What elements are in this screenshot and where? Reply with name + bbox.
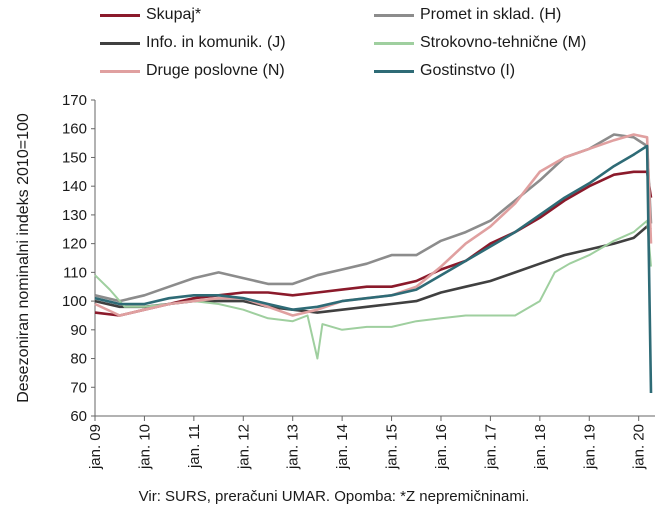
legend-swatch-druge [100,69,140,73]
legend: Skupaj* Promet in sklad. (H) Info. in ko… [0,0,668,90]
x-tick-label: jan. 09 [87,424,104,470]
y-axis-title: Desezoniran nominalni indeks 2010=100 [15,113,32,403]
x-tick-label: jan. 15 [384,424,401,470]
legend-label: Skupaj* [146,6,202,23]
legend-swatch-strokovno [374,41,414,45]
legend-item: Skupaj* [100,4,201,26]
y-tick-label: 80 [70,351,87,368]
legend-swatch-promet [374,13,414,17]
legend-label: Strokovno-tehnične (M) [420,34,587,51]
x-tick-label: jan. 13 [285,424,302,470]
legend-item: Druge poslovne (N) [100,60,285,82]
series-line-info [94,225,652,314]
source-note: Vir: SURS, preračuni UMAR. Opomba: *Z ne… [138,488,530,505]
y-tick-label: 120 [62,236,87,253]
x-tick-label: jan. 10 [136,424,153,470]
legend-label: Gostinstvo (I) [420,62,516,79]
x-tick-label: jan. 14 [334,424,351,470]
y-tick-label: 150 [62,149,87,166]
series-line-gostinstvo [94,144,653,394]
legend-swatch-gostinstvo [374,69,414,73]
x-tick-label: jan. 11 [186,424,203,469]
x-tick-label: jan. 19 [581,424,598,470]
series-line-strokovno [94,219,652,360]
y-tick-label: 160 [62,121,87,138]
legend-label: Druge poslovne (N) [146,62,285,79]
x-tick-label: jan. 12 [235,424,252,470]
series-line-promet [94,133,653,303]
y-tick-label: 70 [70,379,87,396]
legend-item: Gostinstvo (I) [374,60,515,82]
x-tick-label: jan. 16 [433,424,450,470]
y-tick-label: 110 [63,264,87,281]
y-tick-label: 100 [62,293,87,310]
legend-item: Info. in komunik. (J) [100,32,286,54]
x-tick-label: jan. 17 [482,424,499,470]
y-tick-label: 130 [62,207,87,224]
legend-label: Info. in komunik. (J) [146,34,286,51]
x-tick-label: jan. 18 [532,424,549,470]
legend-label: Promet in sklad. (H) [420,6,562,23]
y-tick-label: 60 [70,408,87,425]
legend-item: Strokovno-tehnične (M) [374,32,586,54]
x-tick-label: jan. 20 [631,424,648,470]
legend-swatch-skupaj [100,13,140,17]
y-tick-label: 170 [62,92,87,109]
legend-item: Promet in sklad. (H) [374,4,561,26]
legend-swatch-info [100,41,140,45]
series-line-druge [94,133,653,317]
y-tick-label: 90 [70,322,87,339]
y-tick-label: 140 [62,178,87,195]
series-line-skupaj [94,170,653,317]
